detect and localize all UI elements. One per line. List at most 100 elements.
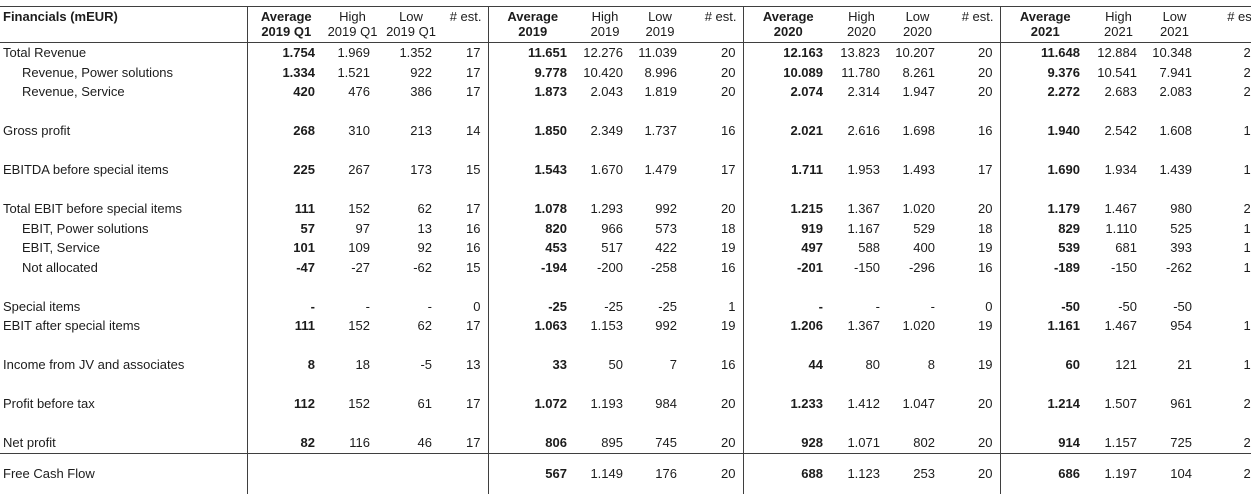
value-cell: 19 <box>1243 357 1251 373</box>
value-cell: 7 <box>669 357 677 373</box>
value-cell: 62 <box>417 318 432 334</box>
value-cell: 1.063 <box>487 316 577 336</box>
value-cell: -5 <box>420 357 432 373</box>
value-cell <box>442 102 488 122</box>
value-cell: 16 <box>721 259 736 275</box>
value-cell <box>633 453 687 464</box>
value-cell: 19 <box>721 240 736 256</box>
value-cell: 267 <box>348 162 370 178</box>
value-cell: 20 <box>978 201 993 217</box>
value-cell <box>577 336 633 356</box>
value-cell <box>1202 277 1251 297</box>
value-cell: -189 <box>999 257 1090 277</box>
value-cell <box>687 336 743 356</box>
value-cell: - <box>930 298 935 314</box>
value-cell: 16 <box>1243 123 1251 139</box>
table-row: Total Revenue 1.754 1.969 1.352 17 11.651 12.2… <box>0 42 1251 63</box>
value-cell <box>380 102 442 122</box>
value-cell <box>999 140 1090 160</box>
value-cell: - <box>246 296 325 316</box>
value-cell <box>325 414 380 434</box>
value-cell <box>890 453 945 464</box>
value-cell: 567 <box>487 463 577 483</box>
value-cell: 20 <box>721 201 736 217</box>
value-cell: 1.467 <box>1104 201 1137 217</box>
value-cell <box>442 141 488 161</box>
value-cell: 529 <box>913 220 935 236</box>
value-cell: 1.193 <box>590 396 623 412</box>
row-label: Revenue, Power solutions <box>22 64 174 80</box>
value-cell: 1.690 <box>999 160 1090 180</box>
value-cell: -200 <box>596 259 623 275</box>
value-cell: 213 <box>410 123 432 139</box>
value-cell <box>945 141 1000 161</box>
column-header-period: 2021 <box>1160 24 1189 39</box>
value-cell: 17 <box>442 433 488 454</box>
column-header: Low 2019 Q1 <box>380 6 442 43</box>
value-cell: 17 <box>978 162 993 178</box>
value-cell: 1.179 <box>999 199 1090 219</box>
value-cell: 1.754 <box>246 42 325 63</box>
row-label <box>0 375 247 395</box>
value-cell: 9.778 <box>487 62 577 82</box>
value-cell: 992 <box>655 318 677 334</box>
value-cell <box>1202 483 1251 494</box>
column-header-period: 2019 Q1 <box>386 24 436 39</box>
value-cell: 1.947 <box>902 84 935 100</box>
value-cell: 20 <box>1243 396 1251 412</box>
value-cell <box>246 413 325 433</box>
value-cell <box>577 141 633 161</box>
table-row: EBIT, Power solutions 57 97 13 16 820 966 573 18… <box>0 218 1251 238</box>
value-cell <box>890 102 945 122</box>
value-cell: 152 <box>348 318 370 334</box>
value-cell: 422 <box>655 240 677 256</box>
value-cell: 16 <box>721 357 736 373</box>
value-cell <box>577 375 633 395</box>
value-cell <box>1202 414 1251 434</box>
value-cell: 11.780 <box>841 64 880 80</box>
value-cell <box>742 335 833 355</box>
value-cell: 16 <box>978 123 993 139</box>
value-cell <box>687 277 743 297</box>
value-cell <box>577 102 633 122</box>
value-cell: 1 <box>728 298 736 314</box>
value-cell <box>890 336 945 356</box>
spacer-row <box>0 483 1251 494</box>
table-row: Net profit 82 116 46 17 806 895 745 20 928 1.071 80… <box>0 433 1251 454</box>
value-cell <box>442 336 488 356</box>
value-cell: 176 <box>655 465 677 481</box>
row-label: EBIT after special items <box>3 318 141 334</box>
column-header: Low 2020 <box>890 6 945 43</box>
value-cell <box>999 335 1090 355</box>
value-cell: 1.233 <box>742 394 833 414</box>
value-cell <box>633 414 687 434</box>
value-cell: 16 <box>721 123 736 139</box>
value-cell: 17 <box>466 396 481 412</box>
value-cell: 10.541 <box>1097 64 1137 80</box>
value-cell <box>1090 375 1147 395</box>
value-cell: -50 <box>1118 298 1137 314</box>
value-cell <box>380 277 442 297</box>
value-cell: 253 <box>913 465 935 481</box>
value-cell <box>246 483 325 494</box>
value-cell: -62 <box>413 259 432 275</box>
value-cell <box>999 374 1090 394</box>
value-cell <box>687 375 743 395</box>
value-cell: 1.543 <box>487 160 577 180</box>
value-cell: 1.819 <box>644 84 677 100</box>
spacer-row <box>0 179 1251 199</box>
value-cell: 19 <box>978 357 993 373</box>
value-cell <box>487 101 577 121</box>
value-cell <box>246 463 325 483</box>
value-cell: 914 <box>999 433 1090 454</box>
value-cell: 17 <box>466 84 481 100</box>
value-cell <box>1090 483 1147 494</box>
value-cell <box>380 483 442 494</box>
value-cell: 1.123 <box>847 465 880 481</box>
row-label <box>0 141 247 161</box>
value-cell: 20 <box>1243 64 1251 80</box>
table-row: Gross profit 268 310 213 14 1.850 2.349 1.737 16… <box>0 121 1251 141</box>
row-label <box>0 102 247 122</box>
value-cell <box>246 453 325 464</box>
value-cell: 1.493 <box>902 162 935 178</box>
